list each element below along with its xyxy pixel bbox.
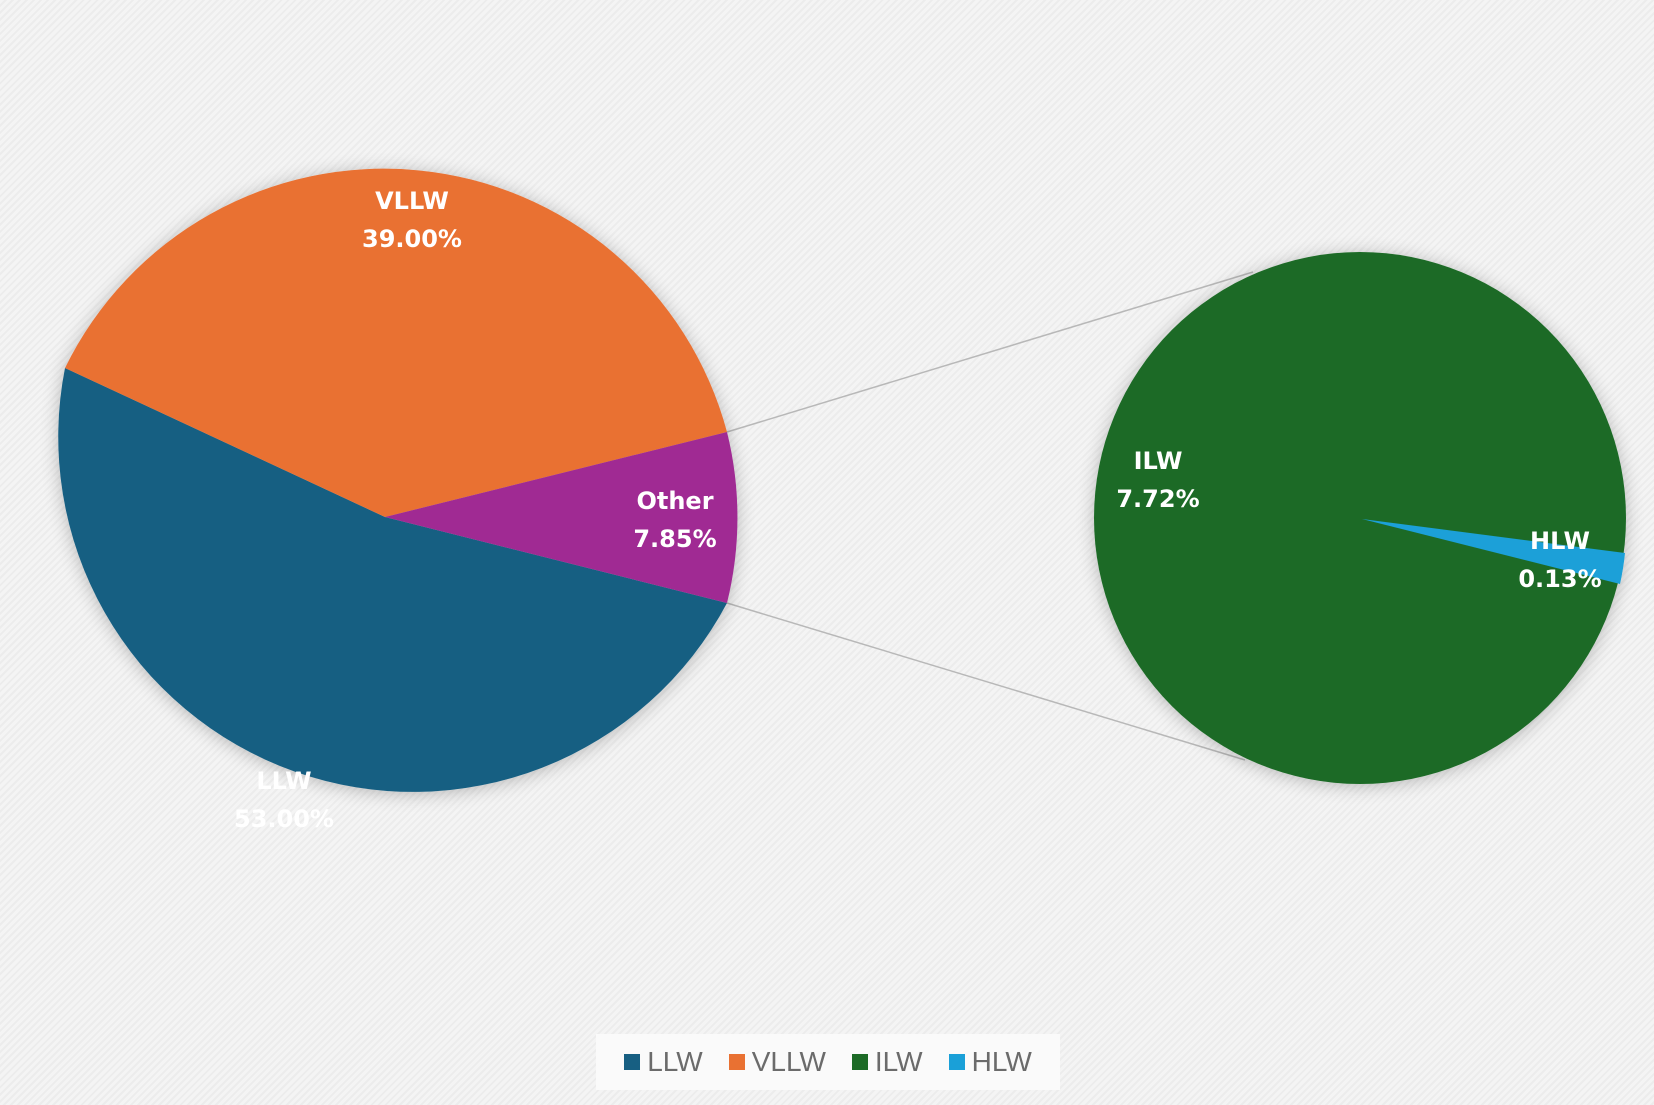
legend-label-llw: LLW <box>647 1046 703 1077</box>
label-other-name: Other <box>636 487 713 515</box>
slice-hlw[interactable] <box>1362 519 1625 584</box>
legend-swatch-hlw <box>948 1054 965 1070</box>
connector-line-top <box>726 271 1254 433</box>
chart-legend: LLW VLLW ILW HLW <box>596 1034 1060 1090</box>
slice-other[interactable] <box>385 432 738 603</box>
label-vllw-pct: 39.00% <box>362 225 462 253</box>
main-pie <box>58 168 738 792</box>
secondary-pie <box>1094 252 1626 784</box>
label-llw-name: LLW <box>256 767 311 795</box>
label-llw-pct: 53.00% <box>234 805 334 833</box>
legend-swatch-ilw <box>851 1054 868 1070</box>
slice-llw[interactable] <box>58 368 727 792</box>
legend-item-llw[interactable]: LLW <box>624 1046 703 1078</box>
label-ilw-pct: 7.72% <box>1116 485 1199 513</box>
slice-ilw[interactable] <box>1094 252 1626 784</box>
legend-label-vllw: VLLW <box>751 1046 826 1077</box>
label-ilw-name: ILW <box>1134 447 1183 475</box>
label-vllw-name: VLLW <box>375 187 449 215</box>
legend-item-vllw[interactable]: VLLW <box>728 1046 826 1078</box>
legend-swatch-llw <box>624 1054 641 1070</box>
label-other-pct: 7.85% <box>633 525 716 553</box>
label-hlw-pct: 0.13% <box>1518 565 1601 593</box>
connector-line-bottom <box>726 602 1246 761</box>
legend-item-hlw[interactable]: HLW <box>948 1046 1032 1078</box>
legend-label-ilw: ILW <box>874 1046 923 1077</box>
legend-label-hlw: HLW <box>971 1046 1032 1077</box>
legend-swatch-vllw <box>728 1054 745 1070</box>
legend-item-ilw[interactable]: ILW <box>851 1046 923 1078</box>
slice-vllw[interactable] <box>65 168 727 517</box>
label-hlw-name: HLW <box>1530 527 1590 555</box>
